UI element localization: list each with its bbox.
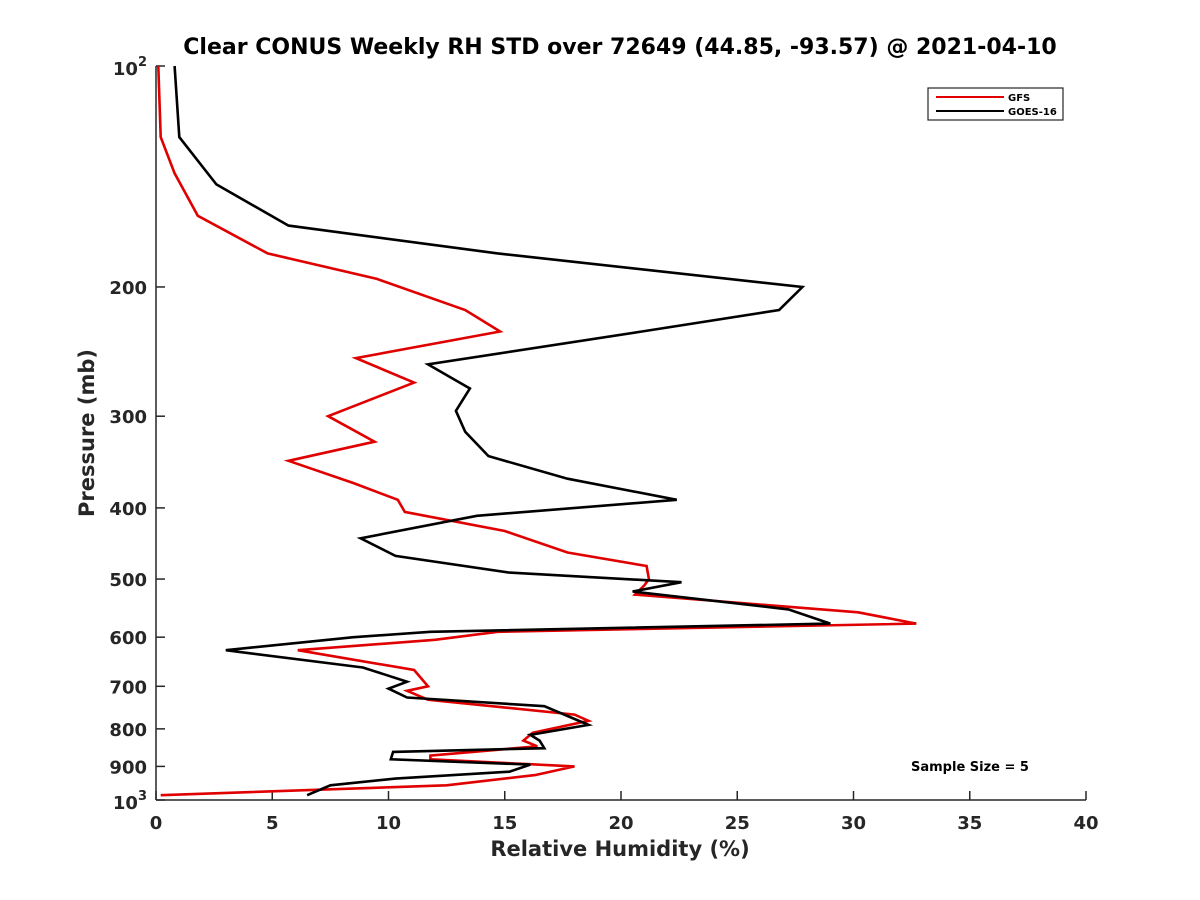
- y-tick-exponent: 3: [138, 789, 147, 804]
- x-tick-label: 5: [266, 813, 279, 834]
- legend: GFS GOES-16: [927, 87, 1064, 121]
- legend-box: [927, 87, 1064, 121]
- y-tick-label: 200: [109, 278, 147, 299]
- y-tick-exponent: 2: [138, 55, 147, 70]
- y-tick-label: 300: [109, 407, 147, 428]
- x-tick-label: 30: [841, 813, 866, 834]
- y-tick-label: 500: [109, 570, 147, 591]
- y-tick-label: 102: [113, 55, 147, 80]
- x-tick-label: 40: [1073, 813, 1098, 834]
- y-tick-label: 700: [109, 677, 147, 698]
- y-tick-base: 10: [113, 793, 138, 814]
- y-tick-label: 900: [109, 757, 147, 778]
- series-line-goes16: [173, 65, 831, 797]
- chart-title: Clear CONUS Weekly RH STD over 72649 (44…: [183, 35, 1056, 60]
- series-lines: [157, 65, 917, 797]
- x-tick-label: 15: [492, 813, 517, 834]
- x-tick-label: 20: [608, 813, 633, 834]
- x-axis-label: Relative Humidity (%): [490, 837, 749, 861]
- x-tick-label: 0: [150, 813, 163, 834]
- y-tick-label: 800: [109, 720, 147, 741]
- y-tick-label: 600: [109, 628, 147, 649]
- sample-size-annotation: Sample Size = 5: [911, 760, 1029, 775]
- y-tick-base: 10: [113, 59, 138, 80]
- y-tick-label: 400: [109, 499, 147, 520]
- x-tick-label: 35: [957, 813, 982, 834]
- legend-label-goes16: GOES-16: [1008, 107, 1057, 118]
- legend-label-gfs: GFS: [1008, 93, 1030, 104]
- x-axis-ticks: 0 5 10 15 20 25 30 35 40: [150, 791, 1099, 834]
- y-tick-label: 103: [113, 789, 147, 814]
- y-axis-label: Pressure (mb): [75, 349, 99, 517]
- x-tick-label: 25: [725, 813, 750, 834]
- x-tick-label: 10: [376, 813, 401, 834]
